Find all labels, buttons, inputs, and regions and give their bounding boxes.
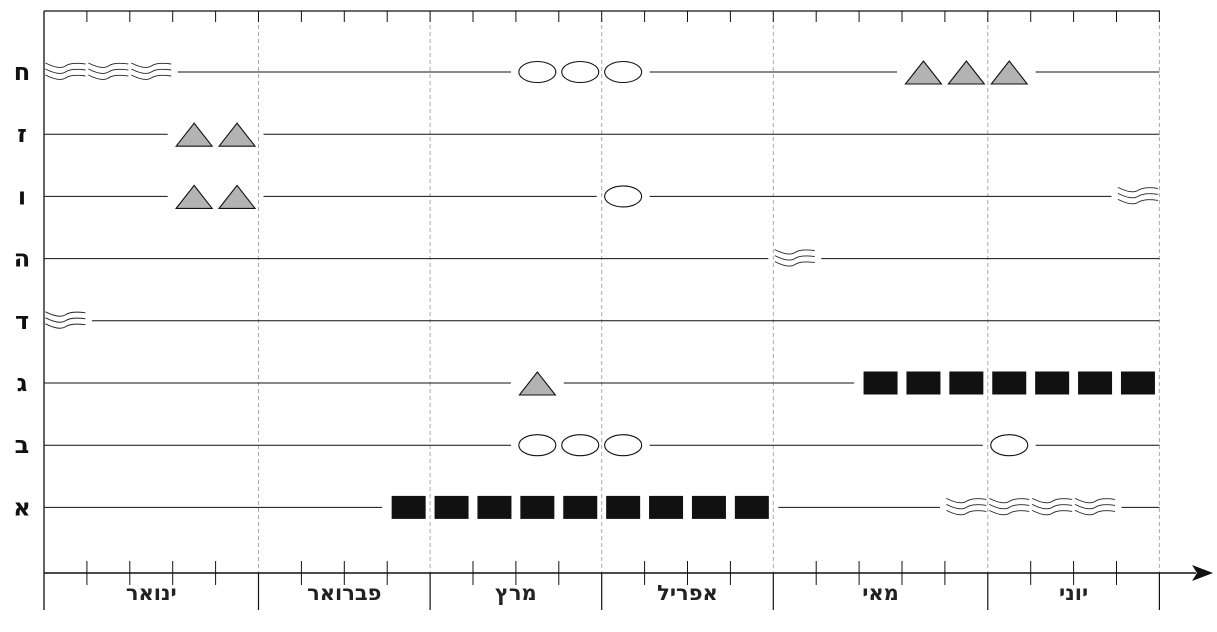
row-label: ב <box>15 431 30 459</box>
month-label: יוני <box>1059 581 1088 605</box>
ellipse-marker <box>990 434 1029 457</box>
wavy-marker <box>1031 497 1073 504</box>
wavy-marker <box>1117 198 1159 205</box>
wavy-marker <box>131 68 172 74</box>
row-label: ד <box>15 307 29 335</box>
row-label: א <box>13 493 30 521</box>
ellipse-marker <box>604 434 643 457</box>
ellipse-marker <box>518 60 557 84</box>
wavy-marker <box>774 255 815 261</box>
ellipse-marker <box>604 60 643 84</box>
ellipse-marker <box>561 60 600 84</box>
square-marker <box>606 495 641 519</box>
row-label: ו <box>18 182 26 210</box>
ellipse-marker <box>518 434 557 457</box>
square-marker <box>1035 371 1070 395</box>
wavy-marker <box>1074 497 1116 504</box>
wavy-marker <box>989 503 1030 510</box>
triangle-marker <box>947 60 986 85</box>
wavy-marker <box>946 509 987 516</box>
row-label: ז <box>17 120 27 148</box>
row-label: ח <box>14 58 31 86</box>
square-marker <box>520 495 555 519</box>
square-marker <box>691 495 726 519</box>
month-label: פברואר <box>307 581 381 605</box>
wavy-marker <box>88 74 129 80</box>
triangle-marker <box>904 60 943 85</box>
wavy-marker <box>774 249 815 255</box>
square-marker <box>949 371 984 395</box>
square-marker <box>1120 371 1155 395</box>
wavy-marker <box>989 497 1030 504</box>
wavy-marker <box>45 311 86 317</box>
triangle-marker <box>217 122 257 147</box>
wavy-marker <box>989 509 1030 516</box>
wavy-marker <box>1074 509 1116 516</box>
wavy-marker <box>45 317 86 323</box>
wavy-marker <box>1117 186 1159 193</box>
square-marker <box>863 371 898 395</box>
wavy-marker <box>45 74 86 80</box>
triangle-marker <box>217 184 257 209</box>
wavy-marker <box>45 68 86 74</box>
square-marker <box>906 371 941 395</box>
month-label: מאי <box>862 581 899 605</box>
wavy-marker <box>131 62 172 68</box>
wavy-marker <box>774 261 815 267</box>
square-marker <box>734 495 769 519</box>
square-marker <box>563 495 598 519</box>
square-marker <box>477 495 512 519</box>
x-axis-arrow <box>1192 565 1213 581</box>
square-marker <box>649 495 684 519</box>
ellipse-marker <box>604 185 643 208</box>
row-label: ה <box>14 245 31 273</box>
wavy-marker <box>88 68 129 74</box>
wavy-marker <box>45 62 86 68</box>
wavy-marker <box>1074 503 1116 510</box>
wavy-marker <box>88 62 129 68</box>
triangle-marker <box>518 371 557 396</box>
square-marker <box>391 495 426 519</box>
triangle-marker <box>175 122 214 147</box>
month-label: ינואר <box>126 581 177 605</box>
triangle-marker <box>175 184 214 209</box>
month-label: מרץ <box>495 581 537 605</box>
wavy-marker <box>1031 503 1073 510</box>
ellipse-marker <box>561 434 600 457</box>
row-label: ג <box>17 369 28 397</box>
month-label: אפריל <box>657 581 718 605</box>
wavy-marker <box>946 503 987 510</box>
square-marker <box>434 495 469 519</box>
wavy-marker <box>45 323 86 329</box>
wavy-marker <box>131 74 172 80</box>
wavy-marker <box>1031 509 1073 516</box>
wavy-marker <box>946 497 987 504</box>
wavy-marker <box>1117 192 1159 199</box>
square-marker <box>992 371 1027 395</box>
square-marker <box>1078 371 1113 395</box>
triangle-marker <box>990 60 1029 85</box>
